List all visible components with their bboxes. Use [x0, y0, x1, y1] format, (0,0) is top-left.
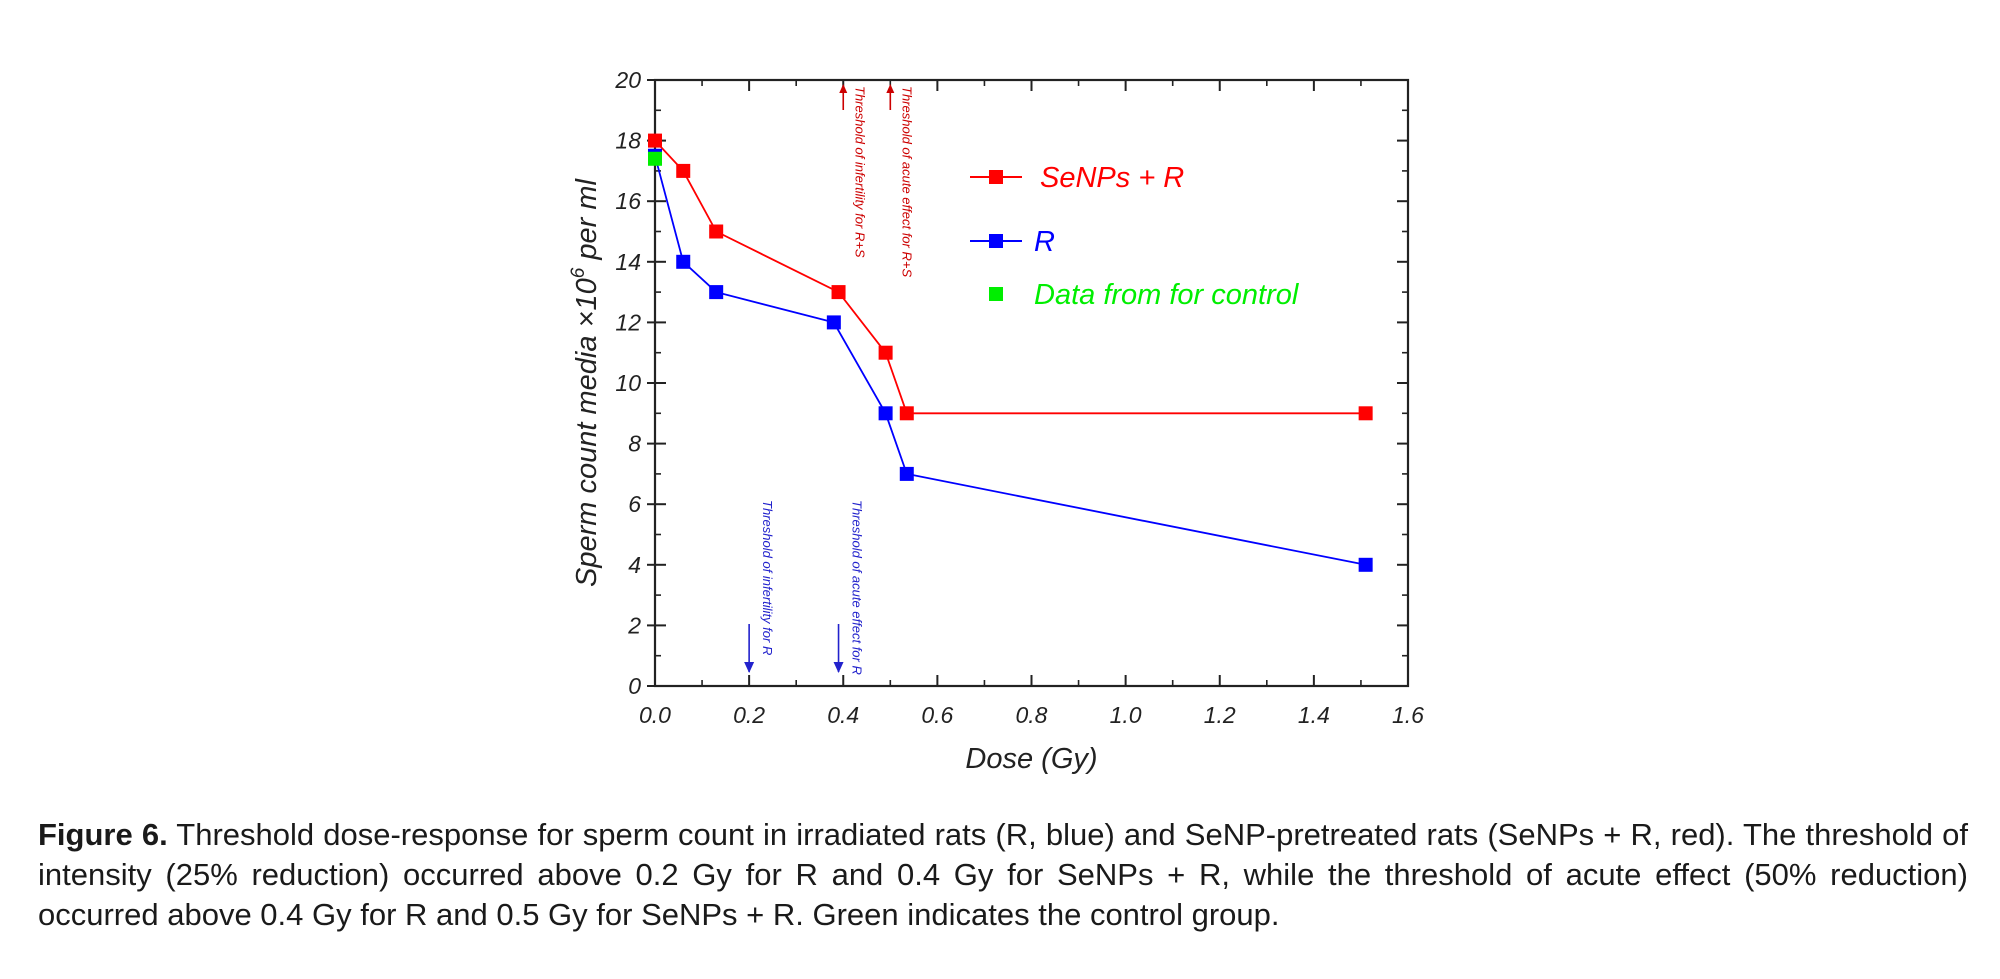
y-axis-title: Sperm count media ×106 per ml [568, 177, 603, 586]
series-line-0 [654, 139, 1366, 415]
y-axis-title-main: Sperm count media ×10 [571, 278, 603, 587]
annotation-label-2: Threshold of infertility for R [760, 500, 775, 655]
x-axis-title: Dose (Gy) [965, 743, 1097, 775]
y-tick-label: 0 [628, 673, 641, 699]
series-0-point-1 [676, 163, 691, 178]
y-tick-label: 16 [615, 188, 641, 214]
annotation-label-0: Threshold of infertility for R+S [852, 86, 867, 258]
x-tick-label: 0.8 [1016, 702, 1048, 728]
y-tick-label: 20 [614, 67, 641, 93]
y-axis-title-exponent: 6 [568, 267, 589, 278]
series-1-point-5 [899, 466, 914, 481]
legend-marker-1 [989, 234, 1003, 248]
legend-label-2: Data from for control [1034, 279, 1300, 311]
annotation-arrow-head-1 [886, 84, 895, 93]
x-tick-label: 1.6 [1392, 702, 1424, 728]
annotation-arrow-head-3 [833, 662, 844, 673]
x-tick-label: 0.2 [733, 702, 765, 728]
y-tick-label: 12 [615, 309, 641, 335]
annotation-label-1: Threshold of acute effect for R+S [899, 86, 914, 277]
x-tick-label: 0.6 [921, 702, 953, 728]
x-tick-label: 1.0 [1110, 702, 1142, 728]
series-0-point-0 [648, 133, 662, 148]
annotation-label-3: Threshold of acute effect for R [850, 500, 865, 675]
x-tick-label: 1.2 [1204, 702, 1236, 728]
y-axis-title-unit: per ml [571, 177, 603, 267]
dose-response-chart: 0.0 0.2 0.4 0.6 0.8 1.0 1.2 1.4 1.6 0 2 4 6 8 10 12 14 16… [568, 67, 1424, 775]
legend-label-0: SeNPs + R [1040, 162, 1184, 194]
annotation-arrow-head-2 [744, 662, 755, 673]
series-0-point-5 [899, 406, 914, 421]
x-tick-label: 0.4 [827, 702, 859, 728]
y-tick-label: 6 [628, 491, 641, 517]
series-0-point-3 [831, 285, 846, 300]
series-2-point-0 [648, 151, 662, 166]
y-tick-label: 10 [615, 370, 641, 396]
series-0-point-4 [878, 345, 893, 360]
figure-caption-text: Threshold dose-response for sperm count … [38, 817, 1968, 932]
y-tick-label: 4 [628, 552, 641, 578]
series-0-point-6 [1358, 406, 1373, 421]
y-tick-label: 2 [627, 612, 641, 638]
x-tick-label: 0.0 [639, 702, 671, 728]
series-1-point-2 [709, 285, 724, 300]
legend-label-1: R [1034, 226, 1055, 258]
series-1-point-4 [878, 406, 893, 421]
x-tick-label: 1.4 [1298, 702, 1330, 728]
series-1-point-1 [676, 254, 691, 269]
series-1-point-6 [1358, 557, 1373, 572]
legend-marker-0 [989, 170, 1003, 184]
annotation-arrow-head-0 [839, 84, 848, 93]
figure-caption: Figure 6. Threshold dose-response for sp… [38, 815, 1968, 935]
y-tick-label: 8 [628, 431, 641, 457]
y-tick-label: 18 [615, 128, 641, 154]
figure-label: Figure 6. [38, 817, 168, 852]
series-1-point-3 [826, 315, 841, 330]
legend-marker-2 [989, 287, 1003, 301]
series-0-point-2 [709, 224, 724, 239]
y-tick-label: 14 [615, 249, 641, 275]
